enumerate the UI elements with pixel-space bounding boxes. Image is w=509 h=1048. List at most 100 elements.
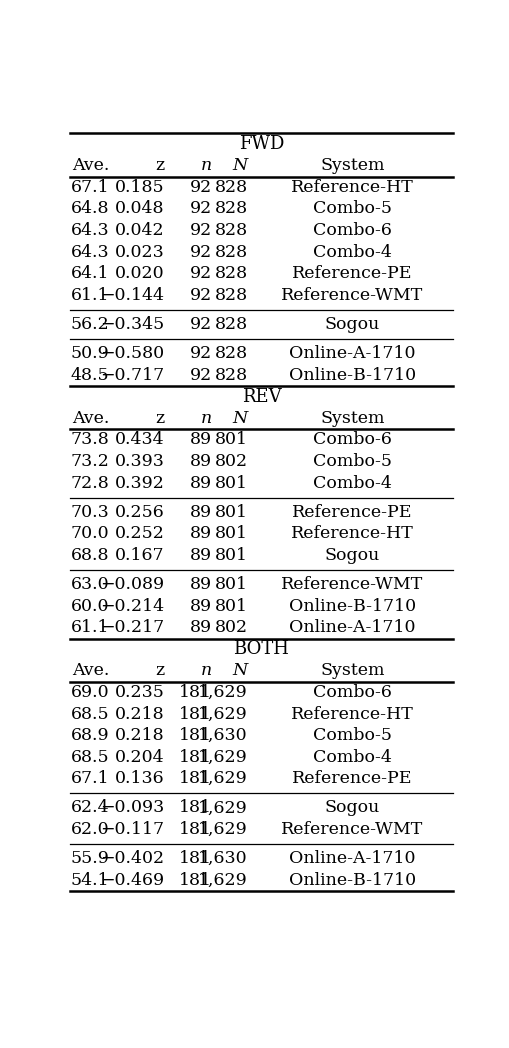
Text: Ave.: Ave. bbox=[72, 157, 109, 174]
Text: −0.217: −0.217 bbox=[100, 619, 164, 636]
Text: 0.434: 0.434 bbox=[115, 432, 164, 449]
Text: −0.402: −0.402 bbox=[100, 850, 164, 868]
Text: 0.235: 0.235 bbox=[115, 684, 164, 701]
Text: 60.0: 60.0 bbox=[71, 597, 109, 615]
Text: 68.5: 68.5 bbox=[70, 748, 109, 766]
Text: 1,630: 1,630 bbox=[197, 850, 247, 868]
Text: 89: 89 bbox=[189, 525, 212, 543]
Text: 68.9: 68.9 bbox=[70, 727, 109, 744]
Text: 92: 92 bbox=[189, 200, 212, 217]
Text: z: z bbox=[155, 157, 164, 174]
Text: 181: 181 bbox=[179, 727, 212, 744]
Text: −0.214: −0.214 bbox=[100, 597, 164, 615]
Text: Reference-WMT: Reference-WMT bbox=[280, 576, 422, 593]
Text: 181: 181 bbox=[179, 770, 212, 787]
Text: 55.9: 55.9 bbox=[70, 850, 109, 868]
Text: 1,629: 1,629 bbox=[197, 821, 247, 838]
Text: 0.136: 0.136 bbox=[115, 770, 164, 787]
Text: 89: 89 bbox=[189, 453, 212, 470]
Text: 0.218: 0.218 bbox=[115, 727, 164, 744]
Text: 89: 89 bbox=[189, 547, 212, 564]
Text: N: N bbox=[232, 157, 247, 174]
Text: 62.0: 62.0 bbox=[70, 821, 109, 838]
Text: Reference-WMT: Reference-WMT bbox=[280, 821, 422, 838]
Text: 92: 92 bbox=[189, 179, 212, 196]
Text: 801: 801 bbox=[214, 504, 247, 521]
Text: z: z bbox=[155, 410, 164, 427]
Text: 802: 802 bbox=[214, 453, 247, 470]
Text: 801: 801 bbox=[214, 475, 247, 492]
Text: 67.1: 67.1 bbox=[70, 770, 109, 787]
Text: 0.252: 0.252 bbox=[115, 525, 164, 543]
Text: Combo-5: Combo-5 bbox=[312, 727, 391, 744]
Text: 1,630: 1,630 bbox=[197, 727, 247, 744]
Text: 828: 828 bbox=[214, 243, 247, 261]
Text: 89: 89 bbox=[189, 619, 212, 636]
Text: 181: 181 bbox=[179, 821, 212, 838]
Text: BOTH: BOTH bbox=[233, 640, 289, 658]
Text: −0.469: −0.469 bbox=[100, 872, 164, 889]
Text: −0.580: −0.580 bbox=[100, 345, 164, 363]
Text: 0.185: 0.185 bbox=[115, 179, 164, 196]
Text: Reference-PE: Reference-PE bbox=[292, 504, 412, 521]
Text: 61.1: 61.1 bbox=[71, 619, 109, 636]
Text: REV: REV bbox=[241, 388, 280, 406]
Text: System: System bbox=[320, 662, 384, 679]
Text: 89: 89 bbox=[189, 597, 212, 615]
Text: Sogou: Sogou bbox=[324, 315, 379, 333]
Text: 48.5: 48.5 bbox=[70, 367, 109, 384]
Text: −0.089: −0.089 bbox=[100, 576, 164, 593]
Text: Combo-4: Combo-4 bbox=[312, 243, 391, 261]
Text: 68.5: 68.5 bbox=[70, 705, 109, 722]
Text: 801: 801 bbox=[214, 547, 247, 564]
Text: 92: 92 bbox=[189, 265, 212, 282]
Text: Reference-WMT: Reference-WMT bbox=[280, 287, 422, 304]
Text: −0.117: −0.117 bbox=[100, 821, 164, 838]
Text: 89: 89 bbox=[189, 576, 212, 593]
Text: 92: 92 bbox=[189, 367, 212, 384]
Text: N: N bbox=[232, 410, 247, 427]
Text: 828: 828 bbox=[214, 265, 247, 282]
Text: Sogou: Sogou bbox=[324, 800, 379, 816]
Text: 89: 89 bbox=[189, 504, 212, 521]
Text: 181: 181 bbox=[179, 800, 212, 816]
Text: Online-B-1710: Online-B-1710 bbox=[288, 367, 415, 384]
Text: 89: 89 bbox=[189, 432, 212, 449]
Text: 828: 828 bbox=[214, 200, 247, 217]
Text: 1,629: 1,629 bbox=[197, 684, 247, 701]
Text: 56.2: 56.2 bbox=[70, 315, 109, 333]
Text: n: n bbox=[201, 410, 212, 427]
Text: 1,629: 1,629 bbox=[197, 872, 247, 889]
Text: Reference-HT: Reference-HT bbox=[290, 705, 413, 722]
Text: z: z bbox=[155, 662, 164, 679]
Text: 828: 828 bbox=[214, 287, 247, 304]
Text: 0.218: 0.218 bbox=[115, 705, 164, 722]
Text: 70.0: 70.0 bbox=[70, 525, 109, 543]
Text: 54.1: 54.1 bbox=[70, 872, 109, 889]
Text: Combo-6: Combo-6 bbox=[312, 222, 391, 239]
Text: Online-B-1710: Online-B-1710 bbox=[288, 597, 415, 615]
Text: 73.8: 73.8 bbox=[70, 432, 109, 449]
Text: 828: 828 bbox=[214, 345, 247, 363]
Text: 828: 828 bbox=[214, 315, 247, 333]
Text: 64.3: 64.3 bbox=[70, 243, 109, 261]
Text: 92: 92 bbox=[189, 315, 212, 333]
Text: −0.345: −0.345 bbox=[100, 315, 164, 333]
Text: 92: 92 bbox=[189, 287, 212, 304]
Text: 92: 92 bbox=[189, 345, 212, 363]
Text: −0.717: −0.717 bbox=[100, 367, 164, 384]
Text: 0.167: 0.167 bbox=[115, 547, 164, 564]
Text: 0.256: 0.256 bbox=[115, 504, 164, 521]
Text: 0.392: 0.392 bbox=[115, 475, 164, 492]
Text: 69.0: 69.0 bbox=[70, 684, 109, 701]
Text: 801: 801 bbox=[214, 432, 247, 449]
Text: Combo-6: Combo-6 bbox=[312, 432, 391, 449]
Text: 181: 181 bbox=[179, 684, 212, 701]
Text: 68.8: 68.8 bbox=[71, 547, 109, 564]
Text: 64.8: 64.8 bbox=[71, 200, 109, 217]
Text: Reference-HT: Reference-HT bbox=[290, 179, 413, 196]
Text: Online-A-1710: Online-A-1710 bbox=[289, 619, 415, 636]
Text: 802: 802 bbox=[214, 619, 247, 636]
Text: Sogou: Sogou bbox=[324, 547, 379, 564]
Text: FWD: FWD bbox=[238, 135, 284, 153]
